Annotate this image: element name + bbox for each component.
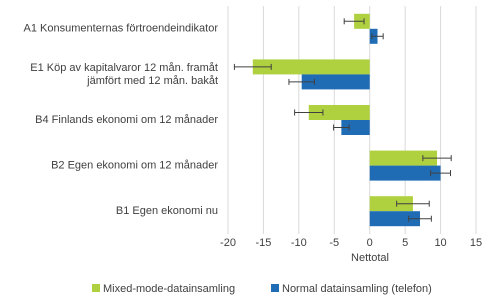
error-bar (233, 63, 272, 70)
y-tick-label: B1 Egen ekonomi nu (116, 205, 218, 217)
y-tick-label: jämfört med 12 mån. bakåt (86, 75, 218, 87)
error-bar (343, 18, 365, 25)
x-axis-label: Nettotal (351, 252, 389, 264)
legend-label: Mixed-mode-datainsamling (103, 283, 235, 295)
x-tick-label: 0 (367, 237, 373, 249)
bar (301, 74, 370, 90)
y-tick-label: B4 Finlands ekonomi om 12 månader (35, 114, 218, 126)
legend-swatch (92, 284, 100, 292)
x-tick-label: -5 (329, 237, 339, 249)
error-bar (396, 200, 430, 207)
error-bar (371, 33, 384, 40)
error-bar (430, 170, 451, 177)
x-tick-label: 15 (470, 237, 482, 249)
error-bar (408, 215, 432, 222)
y-tick-label: B2 Egen ekonomi om 12 månader (51, 160, 218, 172)
bar (369, 211, 421, 227)
error-bar (422, 155, 452, 162)
error-bar (294, 109, 324, 116)
bar (252, 59, 370, 75)
x-tick-label: -15 (255, 237, 271, 249)
error-bar (333, 124, 350, 131)
y-tick-label: A1 Konsumenternas förtroendeindikator (24, 23, 219, 35)
legend-swatch (271, 284, 279, 292)
error-bar (288, 78, 315, 85)
bar (341, 120, 370, 135)
bar (308, 105, 370, 120)
x-tick-label: -20 (220, 237, 236, 249)
bar (369, 196, 413, 212)
bar (369, 165, 441, 181)
bar (369, 150, 438, 166)
y-tick-label: E1 Köp av kapitalvaror 12 mån. framåt (30, 62, 218, 74)
x-tick-label: 5 (402, 237, 408, 249)
x-tick-label: 10 (434, 237, 446, 249)
x-tick-label: -10 (291, 237, 307, 249)
legend-label: Normal datainsamling (telefon) (282, 283, 432, 295)
